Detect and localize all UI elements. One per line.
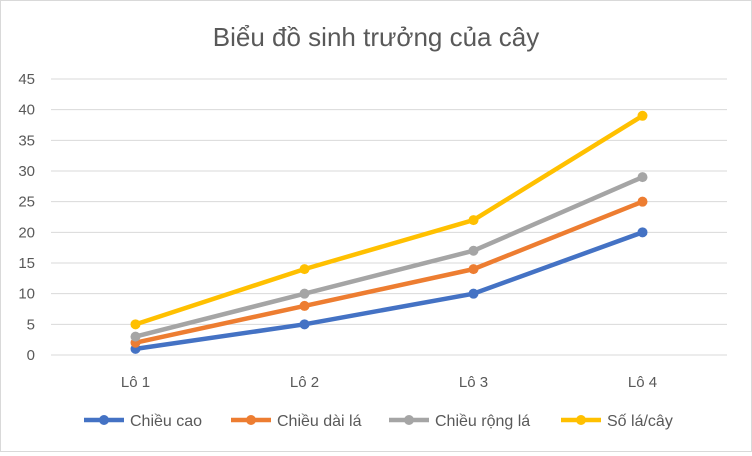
data-point — [299, 264, 310, 275]
data-point — [637, 227, 648, 238]
data-point — [637, 196, 648, 207]
y-tick-label: 35 — [18, 132, 35, 149]
x-tick-label: Lô 3 — [459, 374, 488, 391]
data-point — [299, 288, 310, 299]
x-tick-label: Lô 1 — [121, 374, 150, 391]
series-line — [133, 174, 645, 339]
chart-title: Biểu đồ sinh trưởng của cây — [213, 22, 539, 52]
series-4 — [130, 110, 648, 330]
legend-item: Chiều dài lá — [231, 413, 362, 430]
data-point — [468, 288, 479, 299]
series-1 — [130, 227, 648, 354]
legend-marker — [246, 415, 256, 425]
y-tick-label: 25 — [18, 194, 35, 211]
series-2 — [130, 196, 648, 348]
y-tick-label: 5 — [27, 316, 35, 333]
series-line — [133, 199, 645, 345]
data-point — [637, 110, 648, 121]
data-point — [130, 319, 141, 330]
legend: Chiều cao Chiều dài lá Chiều rộng lá Số lá/… — [84, 413, 673, 430]
gridlines — [51, 78, 727, 356]
y-tick-label: 45 — [18, 71, 35, 88]
legend-label: Chiều rộng lá — [435, 413, 530, 430]
legend-marker — [404, 415, 414, 425]
x-axis-ticks: Lô 1 Lô 2 Lô 3 Lô 4 — [121, 374, 657, 391]
y-tick-label: 15 — [18, 255, 35, 272]
y-tick-label: 10 — [18, 286, 35, 303]
legend-label: Chiều cao — [130, 413, 202, 430]
series-line — [133, 230, 645, 352]
y-axis-ticks: 0 5 10 15 20 25 30 35 40 45 — [18, 71, 35, 364]
legend-label: Số lá/cây — [607, 413, 673, 430]
data-point — [130, 331, 141, 342]
y-tick-label: 0 — [27, 347, 35, 364]
series-lines — [130, 110, 648, 354]
y-tick-label: 20 — [18, 224, 35, 241]
series-line — [133, 113, 645, 327]
x-tick-label: Lô 2 — [290, 374, 319, 391]
data-point — [468, 245, 479, 256]
legend-item: Chiều rộng lá — [389, 413, 530, 430]
legend-item: Chiều cao — [84, 413, 202, 430]
data-point — [637, 172, 648, 183]
legend-label: Chiều dài lá — [277, 413, 362, 430]
x-tick-label: Lô 4 — [628, 374, 657, 391]
data-point — [299, 319, 310, 330]
legend-marker — [576, 415, 586, 425]
legend-marker — [99, 415, 109, 425]
data-point — [468, 264, 479, 275]
legend-item: Số lá/cây — [561, 413, 673, 430]
data-point — [299, 300, 310, 311]
y-tick-label: 40 — [18, 102, 35, 119]
series-3 — [130, 172, 648, 342]
data-point — [468, 215, 479, 226]
y-tick-label: 30 — [18, 163, 35, 180]
